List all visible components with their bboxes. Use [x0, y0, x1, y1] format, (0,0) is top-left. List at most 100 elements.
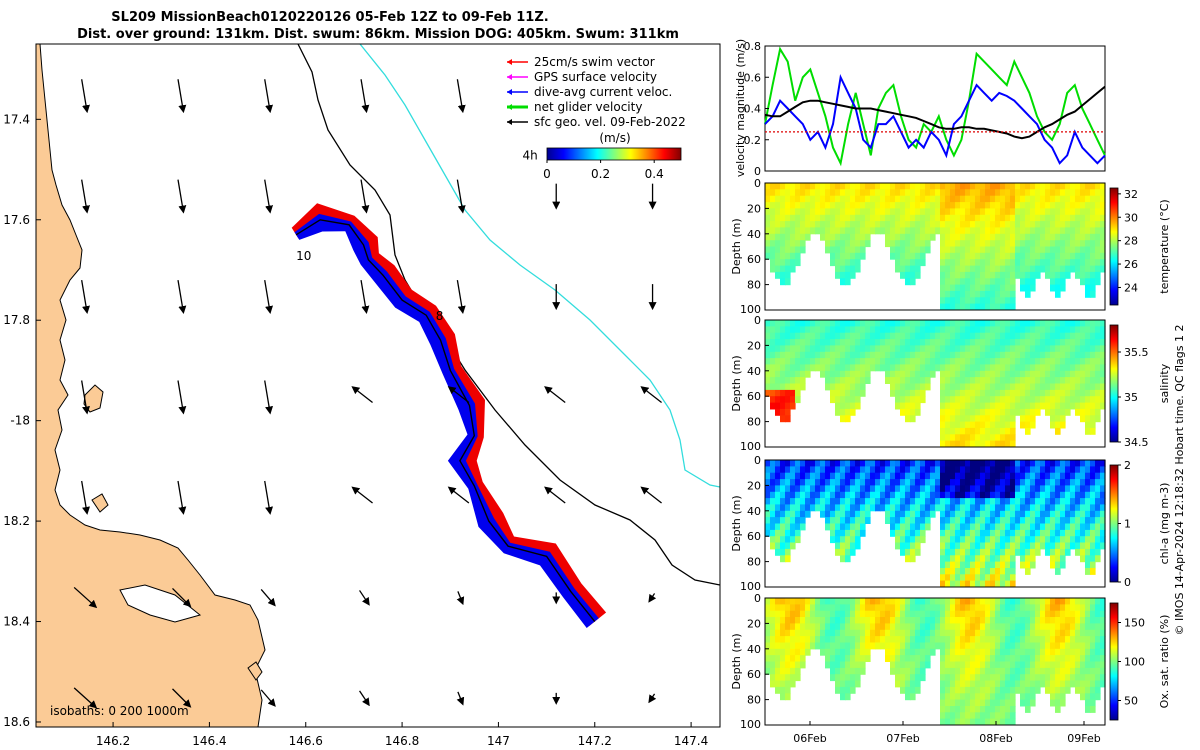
- section-cell: [1010, 208, 1016, 216]
- section-cell: [990, 421, 996, 429]
- section-cell: [915, 396, 921, 404]
- section-cell: [995, 718, 1001, 726]
- section-cell: [1030, 617, 1036, 624]
- section-cell: [1040, 383, 1046, 391]
- section-cell: [940, 252, 946, 260]
- section-cell: [780, 252, 786, 260]
- section-cell: [775, 377, 781, 384]
- section-cell: [865, 345, 871, 353]
- section-cell: [975, 610, 981, 618]
- section-cell: [1085, 183, 1091, 190]
- section-ytick-label: 40: [747, 365, 761, 378]
- section-cell: [940, 240, 946, 248]
- section-cell: [1030, 265, 1036, 273]
- section-cell: [1025, 699, 1031, 707]
- section-cell: [990, 498, 996, 505]
- section-cell: [1050, 636, 1056, 643]
- section-cell: [1035, 233, 1041, 241]
- section-cell: [980, 686, 986, 694]
- section-cell: [900, 636, 906, 643]
- section-cell: [1100, 202, 1106, 209]
- section-cell: [1005, 580, 1011, 588]
- section-cell: [945, 284, 951, 292]
- section-cell: [815, 604, 821, 612]
- section-cell: [1000, 561, 1006, 569]
- section-cell: [1050, 604, 1056, 612]
- section-cell: [1065, 370, 1071, 378]
- section-cell: [800, 491, 806, 499]
- section-cell: [960, 364, 966, 372]
- section-cell: [955, 574, 961, 582]
- current-arrow: [264, 179, 273, 214]
- section-cell: [1080, 195, 1086, 203]
- section-cell: [975, 655, 981, 662]
- section-cell: [935, 491, 941, 499]
- section-cell: [880, 195, 886, 203]
- section-cell: [905, 536, 911, 544]
- section-cell: [945, 332, 951, 340]
- section-cell: [765, 227, 771, 235]
- section-cell: [970, 604, 976, 612]
- section-cell: [795, 208, 801, 216]
- current-arrow: [81, 380, 90, 415]
- section-cell: [890, 491, 896, 499]
- section-cell: [780, 529, 786, 537]
- section-cell: [1015, 396, 1021, 404]
- section-cell: [1005, 233, 1011, 241]
- section-cell: [790, 642, 796, 650]
- section-cell: [1075, 364, 1081, 372]
- section-cell: [1060, 504, 1066, 512]
- section-cell: [810, 358, 816, 365]
- section-cell: [1095, 271, 1101, 279]
- section-cell: [1030, 320, 1036, 327]
- section-cell: [1005, 712, 1011, 720]
- section-cell: [1100, 542, 1106, 550]
- section-cell: [1095, 623, 1101, 631]
- section-cell: [965, 667, 971, 675]
- section-cell: [1080, 233, 1086, 241]
- section-cell: [990, 466, 996, 474]
- section-cell: [910, 214, 916, 222]
- section-cell: [860, 472, 866, 480]
- section-cell: [835, 636, 841, 643]
- section-cell: [970, 561, 976, 569]
- section-cbar-tick-label: 100: [1124, 656, 1145, 669]
- section-cell: [1040, 498, 1046, 505]
- section-cell: [1005, 686, 1011, 694]
- section-cell: [910, 686, 916, 694]
- section-cell: [1090, 183, 1096, 190]
- section-cell: [790, 227, 796, 235]
- section-cell: [995, 326, 1001, 334]
- section-cell: [960, 377, 966, 384]
- section-cell: [820, 629, 826, 637]
- section-cell: [800, 202, 806, 209]
- section-cell: [970, 466, 976, 474]
- section-cell: [830, 358, 836, 365]
- section-cell: [910, 415, 916, 423]
- section-cell: [980, 610, 986, 618]
- section-cell: [975, 636, 981, 643]
- section-cell: [850, 548, 856, 556]
- section-cell: [1005, 265, 1011, 273]
- section-cell: [940, 202, 946, 209]
- section-cell: [790, 214, 796, 222]
- section-cell: [860, 252, 866, 260]
- section-cell: [1055, 598, 1061, 605]
- section-cell: [1050, 351, 1056, 359]
- section-cell: [1045, 680, 1051, 688]
- section-cell: [1045, 686, 1051, 694]
- section-cell: [920, 214, 926, 222]
- section-cell: [895, 195, 901, 203]
- section-cell: [1080, 383, 1086, 391]
- section-cell: [955, 339, 961, 346]
- section-cell: [1070, 498, 1076, 505]
- section-cell: [940, 510, 946, 518]
- section-cell: [865, 351, 871, 359]
- section-cell: [1050, 466, 1056, 474]
- section-cell: [940, 284, 946, 292]
- section-cell: [780, 536, 786, 544]
- section-cell: [1075, 246, 1081, 254]
- section-cell: [775, 265, 781, 273]
- section-cell: [1070, 383, 1076, 391]
